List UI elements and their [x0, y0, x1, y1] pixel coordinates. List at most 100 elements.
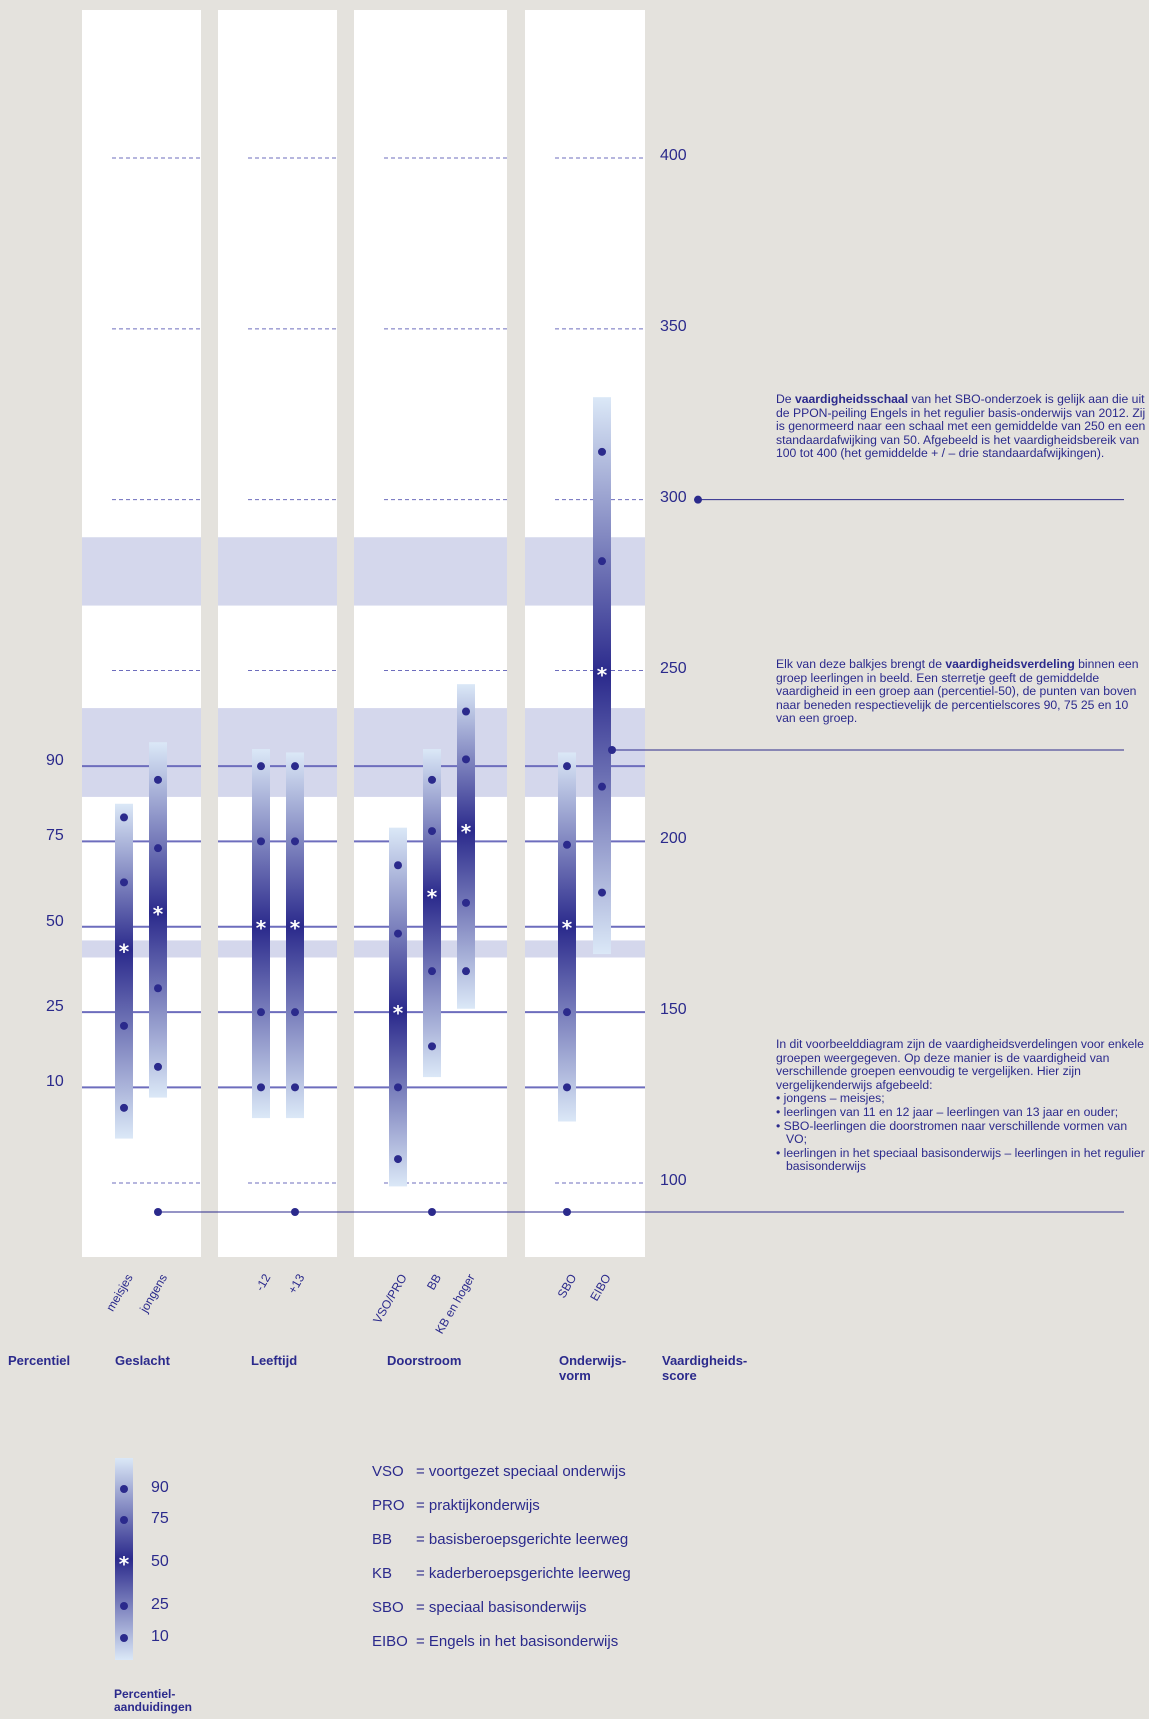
percentile-dot-p25 — [428, 967, 436, 976]
percentile-dot-p25 — [563, 1008, 571, 1017]
percentile-dot-p90 — [120, 813, 128, 822]
highlight-band — [218, 708, 337, 797]
score-tick-label: 150 — [660, 1001, 687, 1019]
percentile-dot-p75 — [120, 878, 128, 887]
percentile-dot-p90 — [598, 447, 606, 456]
median-star: * — [461, 820, 472, 844]
percentile-dot-p90 — [563, 762, 571, 771]
median-star: * — [393, 1001, 404, 1025]
bars-layer: * * * * * * * * * — [115, 397, 611, 1187]
percentile-dot-p25 — [598, 782, 606, 791]
percentile-dot-p75 — [563, 840, 571, 849]
legend-title: Percentiel- aanduidingen — [114, 1687, 192, 1714]
percentile-tick-label: 90 — [46, 752, 64, 770]
median-star: * — [562, 916, 573, 940]
highlight-band — [525, 708, 645, 797]
distribution-bar — [286, 752, 304, 1119]
score-tick-label: 100 — [660, 1172, 687, 1189]
percentile-axis-title: Percentiel — [8, 1353, 71, 1368]
percentile-dot-p25 — [291, 1008, 299, 1017]
leader-example-dot — [428, 1208, 436, 1216]
legend-percentile-label: 75 — [151, 1510, 169, 1527]
distribution-bar — [558, 752, 576, 1122]
distribution-bar — [252, 749, 270, 1119]
bar-vso-pro: * — [389, 827, 407, 1187]
bar-eibo: * — [593, 397, 611, 955]
score-axis-title: Vaardigheids- score — [662, 1353, 748, 1383]
percentile-dot-p10 — [257, 1083, 265, 1092]
percentile-dot-p90 — [394, 861, 402, 870]
legend-percentile-dot — [120, 1516, 128, 1524]
leader-lines-layer — [154, 495, 1124, 1216]
highlight-band — [82, 537, 201, 606]
median-star: * — [153, 902, 164, 926]
percentile-dot-p75 — [462, 755, 470, 764]
percentile-dot-p75 — [257, 837, 265, 846]
distribution-bar — [457, 684, 475, 1009]
legend-percentile-dot — [120, 1485, 128, 1493]
distribution-bar — [423, 749, 441, 1078]
bar-kb-en-hoger: * — [457, 684, 475, 1009]
percentile-dot-p75 — [394, 929, 402, 938]
score-tick-label: 250 — [660, 659, 687, 677]
panel-background — [82, 10, 201, 1257]
percentile-dot-p75 — [428, 827, 436, 836]
percentile-dot-p25 — [154, 984, 162, 993]
score-tick-label: 200 — [660, 830, 687, 848]
annotation-scale: De vaardigheidsschaal van het SBO-onderz… — [776, 392, 1146, 461]
percentile-dot-p90 — [257, 762, 265, 771]
bar-bb: * — [423, 749, 441, 1078]
percentile-tick-label: 25 — [46, 998, 64, 1016]
percentile-dot-p10 — [394, 1155, 402, 1164]
bar-sbo: * — [558, 752, 576, 1122]
abbr-row-kb: KB = kaderberoepsgerichte leerweg — [372, 1565, 631, 1582]
highlight-bands-layer — [82, 537, 645, 958]
percentile-dot-p90 — [291, 762, 299, 771]
percentile-dot-p25 — [394, 1083, 402, 1092]
percentile-tick-label: 50 — [46, 912, 64, 930]
highlight-band — [354, 537, 507, 606]
percentile-dot-p75 — [598, 557, 606, 566]
legend-percentile-label: 25 — [151, 1596, 169, 1613]
panel-title-leeftijd: Leeftijd — [251, 1353, 298, 1368]
percentile-dot-p10 — [462, 967, 470, 976]
score-tick-label: 300 — [660, 488, 687, 506]
percentile-dot-p90 — [428, 775, 436, 784]
percentile-tick-label: 75 — [46, 827, 64, 845]
leader-example-dot — [291, 1208, 299, 1216]
legend-median-star: * — [119, 1552, 130, 1576]
percentile-dot-p90 — [154, 775, 162, 784]
annotation-example-item: • leerlingen van 11 en 12 jaar – leerlin… — [776, 1104, 1119, 1119]
percentile-dot-p75 — [291, 837, 299, 846]
distribution-bar — [389, 827, 407, 1187]
annotation-example-item: • jongens – meisjes; — [776, 1091, 885, 1106]
percentile-dot-p10 — [154, 1062, 162, 1071]
legend-percentile-label: 90 — [151, 1479, 169, 1496]
percentile-dot-p10 — [598, 888, 606, 897]
percentile-dot-p25 — [462, 898, 470, 907]
percentile-dot-p90 — [462, 707, 470, 716]
legend-percentile-dot — [120, 1634, 128, 1642]
panel-title-doorstroom: Doorstroom — [387, 1353, 462, 1368]
distribution-bar — [115, 803, 133, 1139]
highlight-band — [525, 537, 645, 606]
percentile-dot-p75 — [154, 844, 162, 853]
score-tick-label: 400 — [660, 147, 687, 164]
panel-title-geslacht: Geslacht — [115, 1353, 170, 1368]
percentile-tick-label: 10 — [46, 1073, 64, 1091]
median-star: * — [256, 916, 267, 940]
bar-meisjes: * — [115, 803, 133, 1139]
leader-bars-dot — [608, 746, 616, 754]
median-star: * — [119, 940, 130, 964]
annotation-example-item: • SBO-leerlingen die doorstromen naar ve… — [776, 1118, 1128, 1147]
percentile-dot-p10 — [428, 1042, 436, 1051]
bar--13: * — [286, 752, 304, 1119]
abbr-row-pro: PRO = praktijkonderwijs — [372, 1497, 540, 1514]
legend-percentile-dot — [120, 1602, 128, 1610]
abbr-row-sbo: SBO = speciaal basisonderwijs — [372, 1599, 587, 1616]
highlight-band — [82, 940, 201, 958]
annotation-example-item: • leerlingen in het speciaal basisonderw… — [776, 1145, 1145, 1174]
legend-bar-layer: * — [115, 1458, 133, 1660]
legend-percentile-label: 10 — [151, 1628, 169, 1645]
